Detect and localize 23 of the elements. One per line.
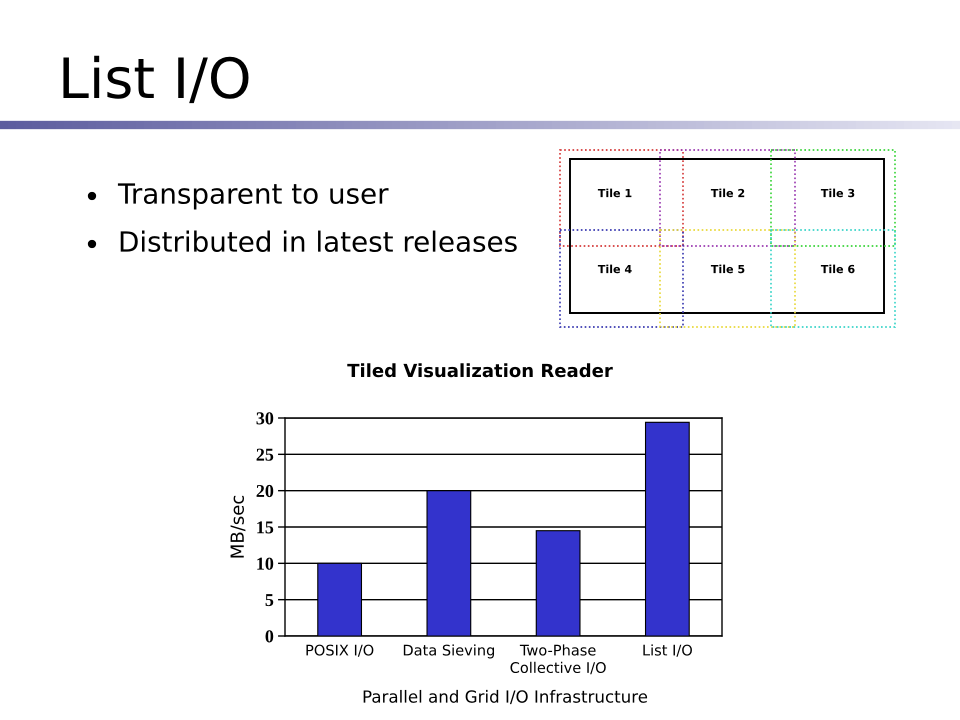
text: Tile 3 [820, 188, 854, 198]
y-axis-title: MB/sec [230, 496, 246, 558]
y-tick-label: 20 [256, 484, 274, 498]
y-tick-label: 10 [257, 558, 274, 570]
text: Tile 2 [710, 188, 744, 198]
text: Parallel and Grid I/O Infrastructure [364, 690, 648, 704]
y-tick-label: 30 [256, 412, 274, 424]
text: Transparent to user [118, 183, 389, 210]
y-tick-label: 15 [257, 521, 274, 534]
x-tick-label: List I/O [643, 644, 692, 657]
text: Tile 4 [598, 264, 632, 274]
x-tick-label: Two-Phase Collective I/O [510, 644, 606, 674]
x-tick-label: POSIX I/O [306, 644, 374, 657]
text: Tile 1 [598, 188, 632, 198]
y-tick-label: 25 [256, 448, 274, 461]
text: Distributed in latest releases [120, 230, 517, 252]
text: Tile 5 [710, 264, 744, 274]
text: Tile 6 [820, 264, 855, 274]
y-tick-label: 5 [266, 594, 274, 606]
y-tick-label: 0 [266, 630, 274, 642]
x-tick-label: Data Sieving [404, 644, 494, 658]
text: List I/O [63, 56, 248, 104]
chart-title: Tiled Visualization Reader [347, 363, 613, 378]
